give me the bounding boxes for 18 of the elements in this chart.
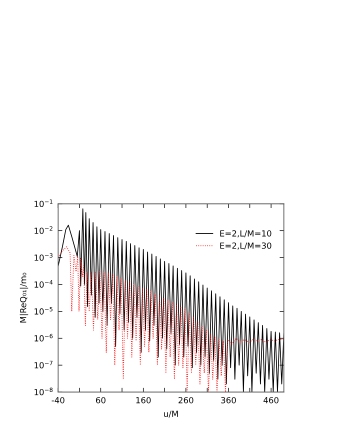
legend-label: E=2,L/M=10 <box>220 230 272 238</box>
x-tick-label: 260 <box>178 397 194 404</box>
y-tick-label: 10$^{−3}$ <box>34 253 53 261</box>
x-tick-label: 460 <box>264 397 278 404</box>
y-tick-label: 10$^{−5}$ <box>34 307 52 315</box>
y-axis-title: M|ReQ₀₁|/m₀ <box>20 272 28 323</box>
legend-label: E=2,L/M=30 <box>220 242 272 250</box>
x-tick-label: -40 <box>52 397 64 404</box>
x-axis-title: u/M <box>164 410 178 418</box>
y-tick-label: 10$^{−6}$ <box>34 334 53 342</box>
y-tick-label: 10$^{−2}$ <box>34 226 52 234</box>
y-tick-label: 10$^{−7}$ <box>34 360 52 368</box>
y-tick-label: 10$^{−4}$ <box>34 280 53 288</box>
x-tick-label: 360 <box>221 397 236 404</box>
y-tick-label: 10$^{−8}$ <box>34 388 53 396</box>
x-tick-label: 60 <box>96 397 106 404</box>
y-tick-label: 10$^{−1}$ <box>34 199 52 208</box>
x-tick-label: 160 <box>136 397 151 404</box>
